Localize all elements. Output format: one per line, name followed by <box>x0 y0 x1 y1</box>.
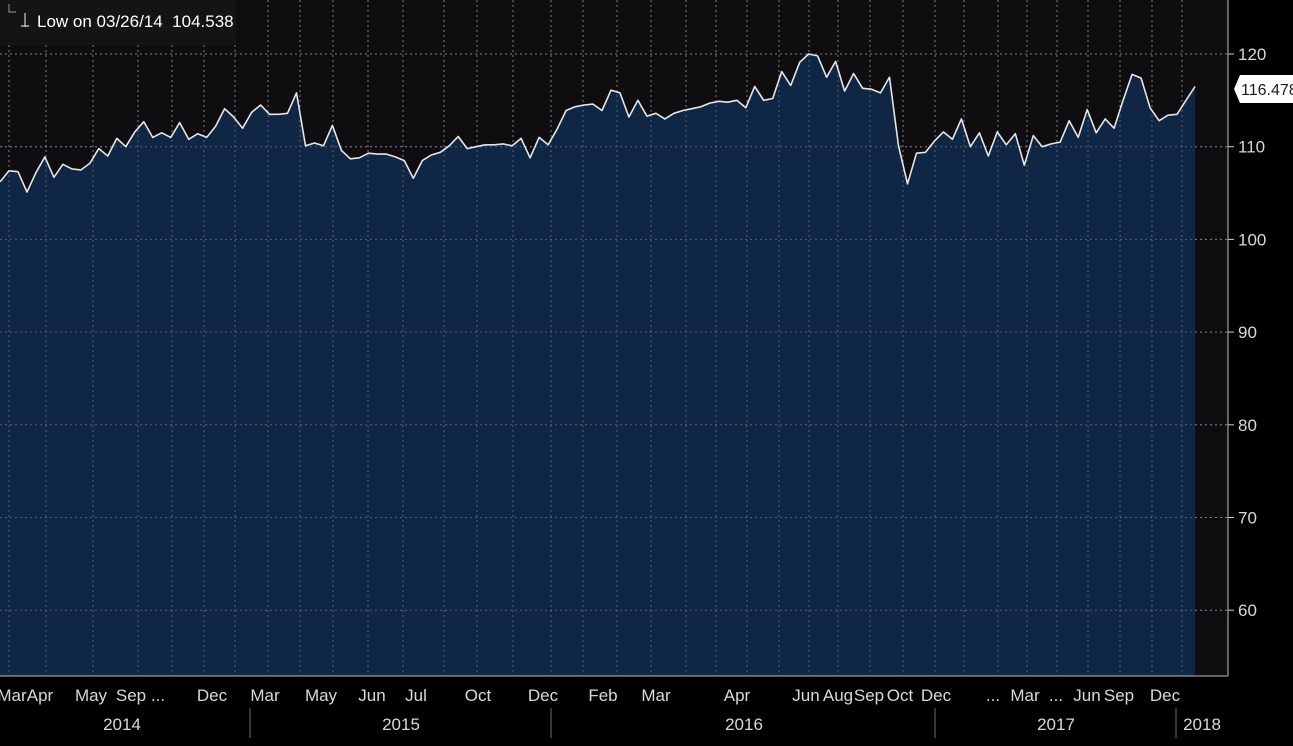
y-tick-label: 90 <box>1238 323 1257 342</box>
x-tick-label: Mar <box>641 686 671 705</box>
legend-box <box>0 0 236 45</box>
x-tick-label: Dec <box>528 686 559 705</box>
x-tick-label: Oct <box>887 686 914 705</box>
x-tick-label: Dec <box>921 686 952 705</box>
x-tick-label: Sep <box>1104 686 1134 705</box>
x-tick-label: Jun <box>792 686 819 705</box>
x-axis: Mar Apr May Sep... Dec Mar May Jun Jul Oct Dec Feb M… <box>0 675 1228 738</box>
y-axis: 60 70 80 90 100 110 120 <box>1227 0 1266 676</box>
y-tick-label: 100 <box>1238 230 1266 249</box>
x-tick-label: ... <box>151 686 165 705</box>
x-tick-label: Apr <box>724 686 751 705</box>
area-fill <box>0 54 1195 676</box>
x-tick-label: Apr <box>27 686 54 705</box>
legend-low-text: Low on 03/26/14 104.538 <box>37 12 234 31</box>
x-tick-label: Sep <box>854 686 884 705</box>
y-tick-label: 80 <box>1238 416 1257 435</box>
y-tick-label: 70 <box>1238 509 1257 528</box>
x-year-label: 2016 <box>725 715 763 734</box>
x-tick-label: ... <box>1049 686 1063 705</box>
y-tick-label: 120 <box>1238 45 1266 64</box>
area-series <box>0 0 1228 676</box>
low-arrow-icon <box>21 13 29 27</box>
x-tick-label: May <box>75 686 108 705</box>
price-line <box>0 53 1196 193</box>
x-year-label: 2015 <box>382 715 420 734</box>
x-tick-label: Dec <box>197 686 228 705</box>
x-year-label: 2018 <box>1183 715 1221 734</box>
legend: Low on 03/26/14 104.538 <box>0 0 236 45</box>
x-tick-label: Aug <box>823 686 853 705</box>
y-tick-label: 60 <box>1238 601 1257 620</box>
x-tick-label: ... <box>986 686 1000 705</box>
legend-bracket-icon <box>8 4 16 13</box>
x-tick-label: Oct <box>465 686 492 705</box>
x-tick-label: May <box>305 686 338 705</box>
x-tick-label: Feb <box>588 686 617 705</box>
x-year-label: 2017 <box>1037 715 1075 734</box>
x-tick-label: Jul <box>405 686 427 705</box>
x-tick-label: Dec <box>1150 686 1181 705</box>
x-tick-label: Jun <box>1073 686 1100 705</box>
x-tick-label: Jun <box>358 686 385 705</box>
x-tick-label: Sep <box>116 686 146 705</box>
last-value-tag <box>1234 75 1293 103</box>
y-tick-label: 110 <box>1238 138 1265 157</box>
x-tick-label: Mar <box>0 686 27 705</box>
x-year-label: 2014 <box>103 715 141 734</box>
x-tick-label: Mar <box>1010 686 1040 705</box>
last-value-label: 116.478 <box>1241 82 1293 99</box>
x-tick-label: Mar <box>250 686 280 705</box>
last-value-callout: 116.478 <box>1234 75 1293 103</box>
